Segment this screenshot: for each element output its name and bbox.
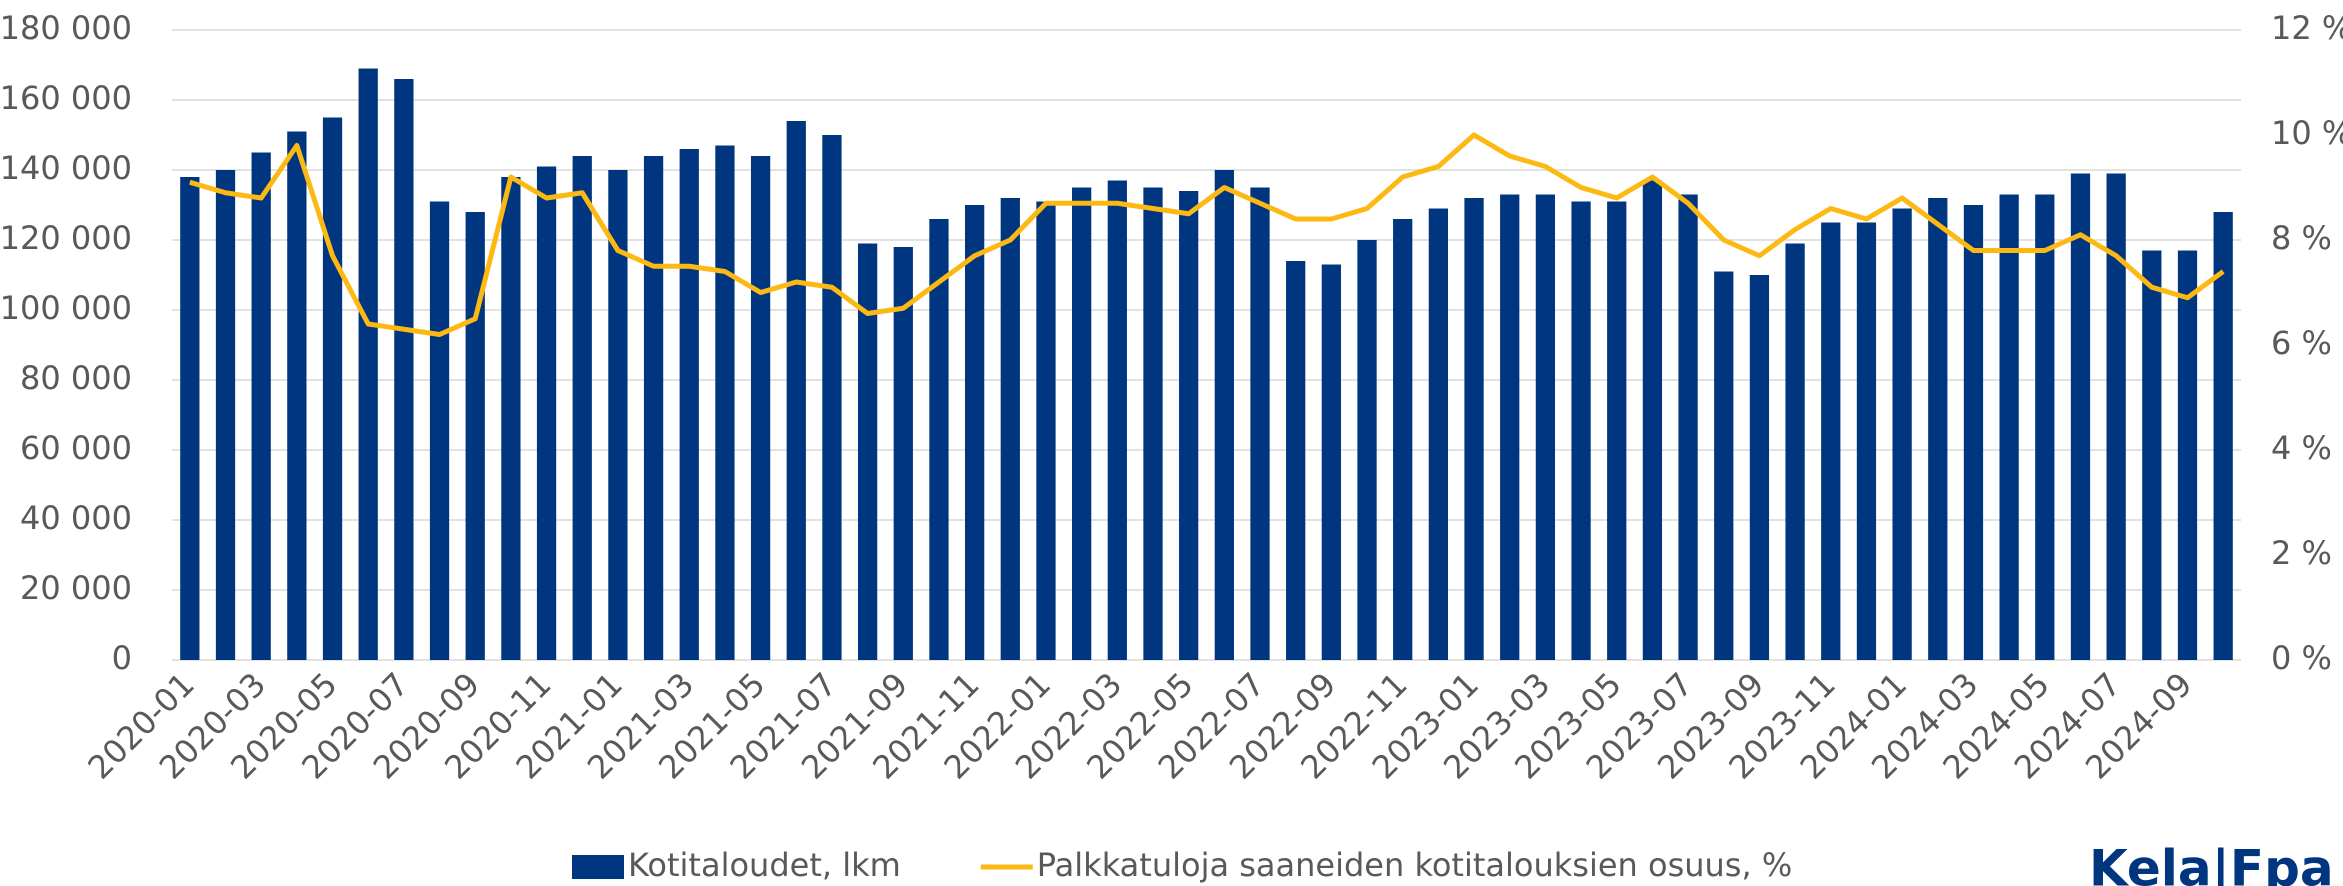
bar: [2035, 194, 2055, 660]
bar: [1428, 208, 1449, 660]
logo: Kela|Fpa: [2089, 840, 2334, 886]
bar: [180, 177, 200, 660]
bar: [1892, 208, 1912, 660]
bar: [394, 79, 414, 660]
bar: [1535, 194, 1556, 660]
bar: [536, 166, 557, 660]
bar: [1000, 198, 1020, 660]
bar: [1571, 201, 1591, 660]
y2-tick-label: 8 %: [2271, 219, 2332, 257]
bar: [322, 117, 343, 660]
bar: [1856, 222, 1877, 660]
bar: [1143, 187, 1163, 660]
bar: [465, 212, 485, 660]
bar: [1179, 191, 1199, 660]
bar: [1928, 198, 1948, 660]
bar: [929, 219, 949, 660]
y2-tick-label: 0 %: [2271, 639, 2332, 677]
bar: [1286, 261, 1306, 660]
bar: [1321, 264, 1341, 660]
bar: [1607, 201, 1627, 660]
bar: [501, 177, 521, 660]
y2-tick-label: 10 %: [2271, 114, 2343, 152]
y-tick-label: 40 000: [20, 499, 132, 537]
line: [189, 132, 2225, 337]
bar: [1642, 180, 1663, 660]
bar: [1072, 187, 1092, 660]
bar: [429, 201, 450, 660]
bar: [964, 205, 985, 660]
bar: [2213, 212, 2233, 660]
bar: [1036, 201, 1056, 660]
bar: [1678, 194, 1698, 660]
y-tick-label: 140 000: [0, 149, 132, 187]
bar: [679, 149, 699, 660]
y-tick-label: 60 000: [20, 429, 132, 467]
bar: [287, 131, 307, 660]
bar: [608, 170, 628, 660]
bar: [251, 152, 271, 660]
y2-tick-label: 4 %: [2271, 429, 2332, 467]
bar: [2177, 250, 2198, 660]
bar: [215, 170, 236, 660]
bar: [1357, 240, 1377, 660]
bar: [1999, 194, 2019, 660]
y-tick-label: 80 000: [20, 359, 132, 397]
bar: [1107, 180, 1127, 660]
bar: [1749, 275, 1770, 660]
y2-tick-label: 6 %: [2271, 324, 2332, 362]
y-tick-label: 120 000: [0, 219, 132, 257]
bar: [1214, 170, 1234, 660]
bar: [358, 68, 378, 660]
bar: [1464, 198, 1484, 660]
y2-tick-label: 12 %: [2271, 9, 2343, 47]
y-tick-label: 0: [112, 639, 132, 677]
legend-label: Kotitaloudet, lkm: [628, 846, 901, 884]
legend-label: Palkkatuloja saaneiden kotitalouksien os…: [1037, 846, 1792, 884]
y-tick-label: 100 000: [0, 289, 132, 327]
bar: [572, 156, 592, 660]
bar: [893, 247, 913, 660]
y-tick-label: 160 000: [0, 79, 132, 117]
bar: [786, 121, 806, 660]
bar: [1821, 222, 1841, 660]
y-tick-label: 20 000: [20, 569, 132, 607]
legend-swatch: [572, 855, 624, 879]
bar: [1963, 205, 1984, 660]
bar: [2106, 173, 2126, 660]
bar: [643, 156, 664, 660]
bar: [715, 145, 735, 660]
bar: [1785, 243, 1805, 660]
bar: [1500, 194, 1520, 660]
bar: [2142, 250, 2162, 660]
bar: [822, 135, 842, 660]
bar: [750, 156, 771, 660]
y-tick-label: 180 000: [0, 9, 132, 47]
y2-tick-label: 2 %: [2271, 534, 2332, 572]
bar: [1250, 187, 1270, 660]
bar: [1393, 219, 1413, 660]
bar: [1714, 271, 1734, 660]
bar: [2070, 173, 2091, 660]
bar: [857, 243, 878, 660]
